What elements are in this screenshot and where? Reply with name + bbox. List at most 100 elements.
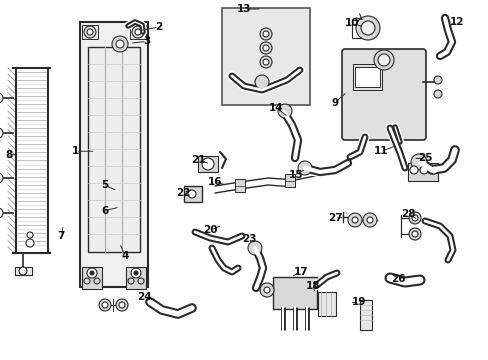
Circle shape: [260, 283, 273, 297]
Circle shape: [119, 302, 125, 308]
Circle shape: [433, 90, 441, 98]
Text: 1: 1: [72, 146, 79, 156]
Text: 13: 13: [237, 4, 251, 14]
Circle shape: [362, 213, 376, 227]
Text: 10: 10: [344, 18, 359, 28]
Circle shape: [99, 299, 111, 311]
Text: 14: 14: [268, 103, 283, 113]
Circle shape: [0, 173, 3, 183]
Bar: [407, 163, 437, 181]
Text: 15: 15: [288, 170, 303, 180]
Circle shape: [27, 232, 33, 238]
Circle shape: [138, 278, 143, 284]
Circle shape: [411, 215, 417, 221]
Bar: [130, 25, 146, 39]
Text: 17: 17: [293, 267, 307, 277]
Circle shape: [433, 76, 441, 84]
Text: 12: 12: [449, 17, 464, 27]
Circle shape: [347, 213, 361, 227]
Bar: [183, 186, 202, 202]
Circle shape: [429, 166, 437, 174]
Circle shape: [355, 16, 379, 40]
Text: 22: 22: [176, 188, 190, 198]
Circle shape: [102, 302, 108, 308]
Circle shape: [134, 271, 138, 275]
Text: 26: 26: [390, 274, 405, 284]
FancyBboxPatch shape: [341, 49, 425, 140]
Text: 4: 4: [121, 251, 128, 261]
Bar: [88, 47, 140, 252]
Text: 9: 9: [331, 98, 338, 108]
Text: 21: 21: [190, 155, 205, 165]
Circle shape: [260, 56, 271, 68]
Circle shape: [112, 36, 128, 52]
Circle shape: [254, 75, 268, 89]
Text: 24: 24: [137, 292, 151, 302]
Circle shape: [84, 26, 96, 38]
Circle shape: [0, 93, 3, 103]
Circle shape: [19, 267, 27, 275]
Circle shape: [263, 31, 268, 37]
Circle shape: [410, 154, 426, 170]
Circle shape: [132, 26, 143, 38]
Circle shape: [116, 299, 128, 311]
Bar: [198, 156, 218, 172]
Circle shape: [419, 166, 427, 174]
Circle shape: [87, 29, 93, 35]
Circle shape: [263, 45, 268, 51]
Text: 16: 16: [207, 177, 222, 187]
Bar: [272, 277, 316, 309]
Text: 20: 20: [203, 225, 217, 235]
Circle shape: [87, 268, 97, 278]
Text: 23: 23: [242, 234, 256, 244]
Circle shape: [411, 231, 417, 237]
Bar: [285, 174, 294, 187]
Bar: [235, 179, 244, 192]
Circle shape: [351, 217, 357, 223]
Circle shape: [128, 278, 134, 284]
Circle shape: [360, 21, 374, 35]
Bar: [82, 25, 98, 39]
Circle shape: [408, 228, 420, 240]
Circle shape: [409, 166, 417, 174]
Circle shape: [90, 271, 94, 275]
Circle shape: [260, 28, 271, 40]
Circle shape: [377, 54, 389, 66]
Circle shape: [373, 50, 393, 70]
Bar: [352, 64, 381, 90]
Circle shape: [366, 217, 372, 223]
Circle shape: [135, 29, 141, 35]
Bar: [354, 67, 379, 87]
Circle shape: [84, 278, 90, 284]
Text: 5: 5: [102, 180, 108, 190]
Text: 6: 6: [102, 206, 108, 216]
Text: 3: 3: [143, 36, 150, 46]
Circle shape: [264, 287, 269, 293]
Circle shape: [26, 239, 34, 247]
Circle shape: [297, 161, 311, 175]
Text: 27: 27: [327, 213, 342, 223]
Circle shape: [263, 59, 268, 65]
Circle shape: [408, 212, 420, 224]
Bar: [317, 292, 335, 316]
Text: 8: 8: [5, 150, 12, 160]
Circle shape: [131, 268, 141, 278]
Bar: [222, 8, 309, 105]
Circle shape: [187, 190, 196, 198]
Bar: [15, 267, 32, 275]
Bar: [82, 267, 102, 289]
Bar: [126, 267, 146, 289]
Circle shape: [260, 42, 271, 54]
Bar: [80, 22, 148, 287]
Text: 19: 19: [351, 297, 366, 307]
Circle shape: [278, 104, 291, 118]
Bar: [359, 300, 371, 330]
Text: 7: 7: [57, 231, 65, 241]
Circle shape: [247, 241, 262, 255]
Circle shape: [0, 208, 3, 218]
Text: 25: 25: [417, 153, 432, 163]
Text: 28: 28: [400, 209, 415, 219]
Circle shape: [202, 158, 214, 170]
Text: 2: 2: [155, 22, 162, 32]
Text: 18: 18: [305, 281, 320, 291]
